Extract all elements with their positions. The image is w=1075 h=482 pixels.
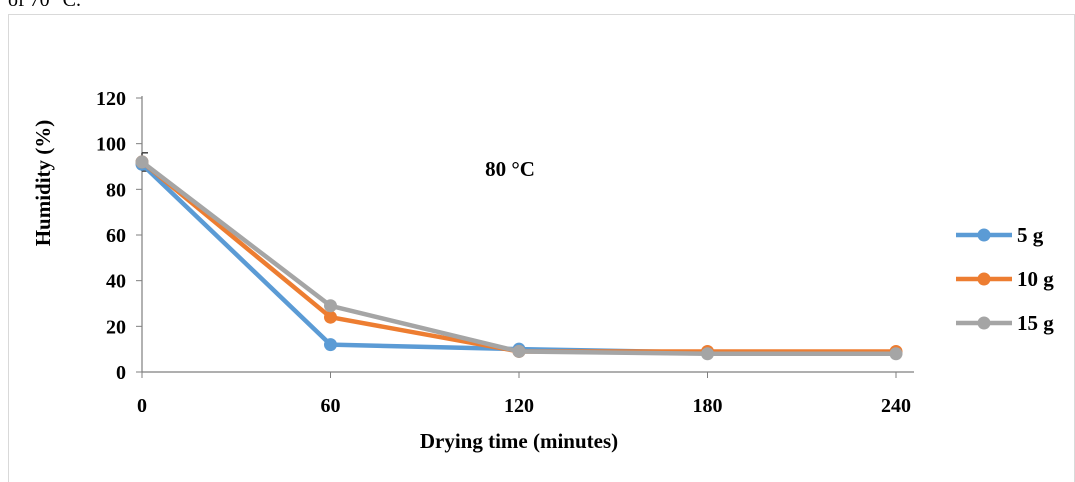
x-tick-label: 180 — [693, 395, 723, 417]
chart-frame — [8, 14, 1075, 482]
y-tick-label: 20 — [106, 316, 126, 338]
x-tick-label: 120 — [504, 395, 534, 417]
temperature-annotation: 80 °C — [485, 157, 535, 181]
series-line — [140, 162, 896, 355]
x-tick-label: 60 — [321, 395, 341, 417]
legend-swatch-marker — [977, 228, 991, 242]
x-tick-label: 240 — [881, 395, 911, 417]
chart-series — [135, 155, 903, 361]
legend-label: 5 g — [1017, 223, 1044, 247]
x-axis-title: Drying time (minutes) — [420, 429, 618, 453]
series-0 — [135, 157, 903, 360]
series-2 — [135, 155, 903, 361]
data-point — [324, 310, 337, 324]
y-tick-label: 60 — [106, 225, 126, 247]
legend-swatch-marker — [977, 316, 991, 330]
chart-axes: 0 20 40 60 80 100 120 0 60 120 180 240 — [96, 88, 914, 417]
data-point — [889, 347, 903, 361]
series-line — [140, 160, 896, 354]
legend-label: 15 g — [1017, 311, 1054, 335]
legend-swatch-marker — [977, 272, 991, 286]
data-point — [512, 344, 526, 358]
legend: 5 g 10 g 15 g — [956, 223, 1054, 335]
x-tick-label: 0 — [137, 395, 147, 417]
y-tick-label: 100 — [96, 134, 126, 156]
data-point — [324, 338, 337, 352]
y-axis-title: Humidity (%) — [31, 120, 55, 247]
legend-label: 10 g — [1017, 267, 1054, 291]
y-tick-label: 0 — [116, 362, 126, 384]
series-1 — [135, 155, 903, 358]
y-tick-label: 120 — [96, 88, 126, 110]
y-tick-label: 80 — [106, 179, 126, 201]
data-point — [324, 299, 337, 313]
preceding-text-fragment: of 70 °C. — [8, 0, 81, 11]
data-point — [701, 347, 714, 361]
data-point — [135, 155, 149, 169]
y-tick-label: 40 — [106, 271, 126, 293]
